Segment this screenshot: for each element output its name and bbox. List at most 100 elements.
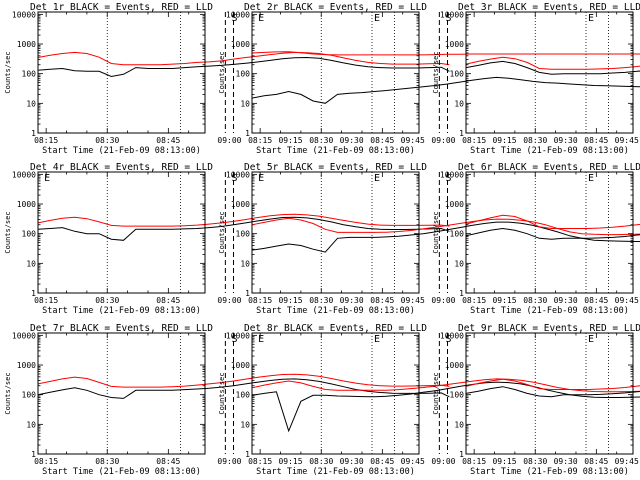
- y-tick-label: 1: [31, 450, 36, 459]
- lld-series-line: [251, 51, 640, 56]
- y-tick-label: 100: [450, 230, 465, 239]
- y-tick-label: 1000: [17, 40, 36, 49]
- y-tick-label: 1000: [445, 200, 464, 209]
- y-tick-label: 1000: [445, 361, 464, 370]
- x-tick-label: 08:30: [309, 457, 333, 466]
- y-tick-label: 1: [459, 129, 464, 138]
- y-tick-label: 1: [245, 129, 250, 138]
- y-tick-label: 10: [26, 99, 36, 108]
- y-tick-label: 1000: [17, 361, 36, 370]
- lld-series-line: [251, 217, 640, 236]
- x-axis-label: Start Time (21-Feb-09 08:13:00): [42, 467, 201, 477]
- marker-label: E: [374, 173, 380, 184]
- panel-6: Det 6r BLACK = Events, RED = LLD 1 10 100 10…: [432, 162, 640, 316]
- events-series-line: [251, 381, 640, 433]
- lld-series-line: [465, 214, 640, 229]
- y-tick-label: 100: [236, 70, 251, 79]
- x-tick-label: 08:15: [462, 457, 486, 466]
- panel-title: Det 2r BLACK = Events, RED = LLD: [244, 2, 427, 13]
- y-tick-label: 10: [240, 259, 250, 268]
- panel-title: Det 1r BLACK = Events, RED = LLD: [30, 2, 213, 13]
- x-tick-label: 09:00: [431, 136, 455, 145]
- x-tick-label: 08:45: [156, 136, 180, 145]
- y-tick-label: 100: [22, 391, 37, 400]
- events-series-line: [37, 378, 450, 399]
- events-series-line: [465, 227, 640, 240]
- x-tick-label: 08:30: [523, 136, 547, 145]
- marker-label: S: [445, 13, 451, 24]
- x-tick-label: 09:15: [278, 457, 302, 466]
- x-tick-label: 09:15: [492, 296, 516, 305]
- x-tick-label: 08:30: [95, 457, 119, 466]
- panel-title: Det 9r BLACK = Events, RED = LLD: [458, 323, 640, 334]
- events-series-line: [37, 56, 450, 78]
- x-tick-label: 08:45: [370, 296, 394, 305]
- panel-9: Det 9r BLACK = Events, RED = LLD 1 10 100 10…: [432, 323, 640, 477]
- y-tick-label: 1: [31, 289, 36, 298]
- y-tick-label: 1: [31, 129, 36, 138]
- marker-label: E: [258, 334, 264, 345]
- x-tick-label: 08:30: [523, 457, 547, 466]
- marker-label: S: [231, 13, 237, 24]
- panel-title: Det 6r BLACK = Events, RED = LLD: [458, 162, 640, 173]
- y-tick-label: 10000: [12, 10, 36, 19]
- y-tick-label: 100: [236, 230, 251, 239]
- y-tick-label: 10: [26, 420, 36, 429]
- x-tick-label: 09:00: [217, 457, 241, 466]
- y-tick-label: 100: [22, 70, 37, 79]
- x-tick-label: 08:45: [156, 457, 180, 466]
- marker-label: E: [588, 334, 594, 345]
- events-series-line: [251, 221, 640, 253]
- lld-series-line: [465, 56, 640, 70]
- y-tick-label: 1000: [17, 200, 36, 209]
- y-axis-label: Counts/sec: [432, 211, 440, 253]
- marker-label: S: [445, 334, 451, 345]
- x-tick-label: 08:15: [462, 296, 486, 305]
- x-tick-label: 08:15: [34, 136, 58, 145]
- events-series-line: [465, 60, 640, 75]
- y-tick-label: 1000: [231, 40, 250, 49]
- marker-label: S: [445, 173, 451, 184]
- y-axis-label: Counts/sec: [432, 372, 440, 414]
- x-tick-label: 08:45: [584, 296, 608, 305]
- x-tick-label: 08:15: [248, 296, 272, 305]
- marker-label: E: [588, 173, 594, 184]
- plot-frame: [251, 171, 420, 294]
- x-tick-label: 08:15: [462, 136, 486, 145]
- x-tick-label: 09:30: [340, 136, 364, 145]
- plot-frame: [251, 11, 420, 134]
- y-tick-label: 1: [245, 450, 250, 459]
- x-tick-label: 09:00: [431, 296, 455, 305]
- panel-title: Det 7r BLACK = Events, RED = LLD: [30, 323, 213, 334]
- marker-label: E: [258, 173, 264, 184]
- plot-frame: [465, 171, 634, 294]
- x-axis-label: Start Time (21-Feb-09 08:13:00): [470, 146, 629, 156]
- x-axis-label: Start Time (21-Feb-09 08:13:00): [470, 467, 629, 477]
- y-tick-label: 10: [240, 420, 250, 429]
- y-tick-label: 10: [454, 99, 464, 108]
- x-tick-label: 09:00: [431, 457, 455, 466]
- marker-label: E: [374, 13, 380, 24]
- x-tick-label: 09:45: [401, 457, 425, 466]
- x-tick-label: 08:45: [370, 136, 394, 145]
- lld-series-line: [465, 378, 640, 390]
- events-series-line: [37, 216, 450, 241]
- x-tick-label: 09:45: [615, 136, 639, 145]
- x-tick-label: 08:30: [523, 296, 547, 305]
- x-tick-label: 09:30: [340, 296, 364, 305]
- y-tick-label: 1: [245, 289, 250, 298]
- marker-label: E: [258, 13, 264, 24]
- panel-7: Det 7r BLACK = Events, RED = LLD11010010…: [4, 323, 450, 477]
- x-tick-label: 08:15: [248, 457, 272, 466]
- y-tick-label: 10000: [440, 331, 464, 340]
- lld-series-line: [251, 378, 640, 393]
- x-axis-label: Start Time (21-Feb-09 08:13:00): [256, 146, 415, 156]
- y-axis-label: Counts/sec: [4, 51, 12, 93]
- y-tick-label: 100: [22, 230, 37, 239]
- x-tick-label: 09:15: [492, 457, 516, 466]
- y-tick-label: 10000: [12, 331, 36, 340]
- x-tick-label: 08:30: [309, 136, 333, 145]
- y-axis-label: Counts/sec: [432, 51, 440, 93]
- x-tick-label: 08:15: [248, 136, 272, 145]
